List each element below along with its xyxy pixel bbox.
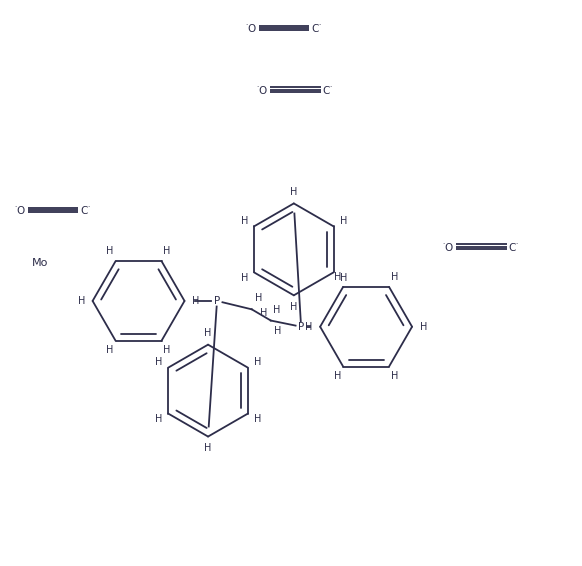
Text: H: H [192,296,200,306]
Text: $^{\cdot}$O: $^{\cdot}$O [256,84,268,96]
Text: H: H [164,246,171,256]
Text: H: H [254,357,261,367]
Text: Mo: Mo [32,259,48,268]
Text: H: H [334,272,341,282]
Text: H: H [107,345,113,355]
Text: H: H [290,302,297,311]
Text: H: H [78,296,85,306]
Text: H: H [155,414,162,424]
Text: H: H [240,216,248,226]
Text: H: H [240,273,248,283]
Text: H: H [204,443,212,453]
Text: C$^{\cdot}$: C$^{\cdot}$ [80,204,91,216]
Text: P: P [298,321,304,332]
Text: H: H [340,273,347,283]
Text: $^{\cdot}$O: $^{\cdot}$O [13,204,26,216]
Text: P: P [214,296,220,306]
Text: H: H [107,246,113,256]
Text: C$^{\cdot}$: C$^{\cdot}$ [322,84,333,96]
Text: H: H [254,414,261,424]
Text: H: H [391,371,398,381]
Text: H: H [275,325,282,336]
Text: H: H [340,216,347,226]
Text: H: H [204,328,212,338]
Text: H: H [305,321,313,332]
Text: H: H [155,357,162,367]
Text: H: H [420,321,427,332]
Text: H: H [290,187,297,197]
Text: H: H [260,308,268,318]
Text: C$^{\cdot}$: C$^{\cdot}$ [311,22,322,34]
Text: H: H [255,293,262,303]
Text: H: H [164,345,171,355]
Text: H: H [334,371,341,381]
Text: $^{\cdot}$O: $^{\cdot}$O [245,22,257,34]
Text: H: H [273,306,280,315]
Text: C$^{\cdot}$: C$^{\cdot}$ [509,241,519,252]
Text: $^{\cdot}$O: $^{\cdot}$O [442,241,455,252]
Text: H: H [391,272,398,282]
